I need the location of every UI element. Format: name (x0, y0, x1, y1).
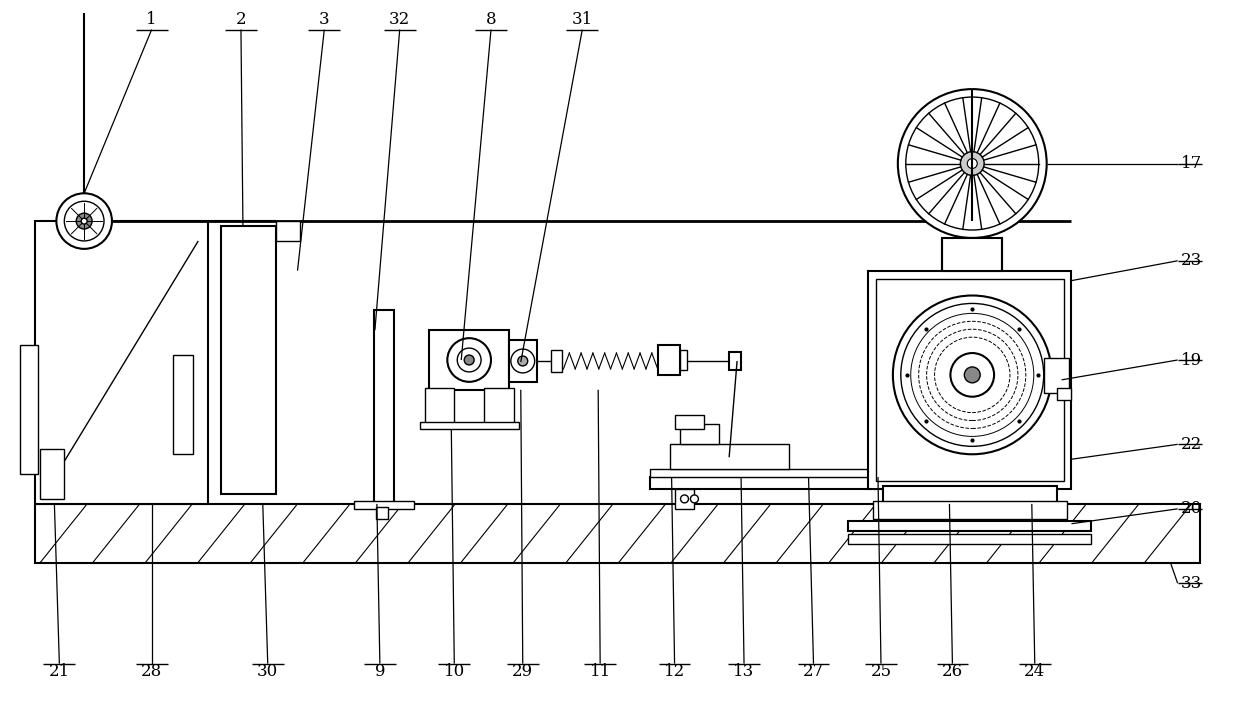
Bar (174, 355, 193, 454)
Text: 28: 28 (141, 662, 162, 680)
Circle shape (910, 313, 1034, 436)
Circle shape (458, 348, 481, 372)
Text: 23: 23 (1180, 252, 1202, 269)
Circle shape (518, 356, 528, 366)
Bar (875, 279, 1064, 481)
Circle shape (893, 295, 1052, 454)
Bar (848, 521, 1091, 531)
Text: 17: 17 (1180, 155, 1202, 172)
Text: 21: 21 (48, 662, 69, 680)
Circle shape (681, 495, 688, 503)
Text: 27: 27 (802, 662, 825, 680)
Circle shape (56, 193, 112, 249)
Bar (680, 350, 687, 370)
Text: 3: 3 (319, 11, 330, 27)
Text: 26: 26 (942, 662, 963, 680)
Circle shape (691, 495, 698, 503)
Bar (675, 489, 694, 509)
Text: 33: 33 (1180, 575, 1202, 592)
Text: 2: 2 (236, 11, 247, 27)
Bar (35, 504, 1200, 564)
Bar (848, 534, 1091, 544)
Text: 29: 29 (512, 662, 533, 680)
Text: 31: 31 (572, 11, 593, 27)
Circle shape (905, 97, 1039, 230)
Bar (508, 340, 537, 382)
Bar (1044, 358, 1069, 392)
Text: 24: 24 (1024, 662, 1045, 680)
Bar (868, 271, 1071, 489)
Text: 11: 11 (589, 662, 611, 680)
Bar (275, 221, 300, 241)
Text: 9: 9 (374, 662, 386, 680)
Bar (376, 507, 388, 519)
Text: 30: 30 (257, 662, 278, 680)
Bar (670, 444, 789, 469)
Bar (40, 449, 64, 499)
Circle shape (64, 201, 104, 241)
Circle shape (926, 329, 1018, 420)
Bar (484, 388, 513, 425)
Bar (221, 226, 275, 494)
Bar (429, 330, 508, 390)
Bar (729, 352, 742, 370)
Circle shape (448, 338, 491, 382)
Bar (35, 221, 208, 504)
Text: 10: 10 (444, 662, 465, 680)
Text: 22: 22 (1180, 436, 1202, 453)
Text: 32: 32 (389, 11, 410, 27)
Bar (424, 388, 454, 425)
Text: 1: 1 (146, 11, 157, 27)
Circle shape (464, 355, 474, 365)
Bar (650, 469, 937, 477)
Bar (1056, 388, 1071, 400)
Bar (883, 486, 1056, 504)
Circle shape (935, 337, 1009, 413)
Bar (873, 501, 1066, 519)
Bar (650, 477, 937, 489)
Bar (419, 421, 518, 429)
Bar (551, 350, 563, 372)
Bar (20, 345, 37, 474)
Text: 13: 13 (733, 662, 755, 680)
Circle shape (76, 213, 92, 229)
Circle shape (898, 89, 1047, 238)
Bar (355, 501, 414, 509)
Text: 8: 8 (486, 11, 496, 27)
Circle shape (81, 218, 87, 224)
Circle shape (511, 349, 534, 373)
Circle shape (960, 152, 985, 176)
Text: 19: 19 (1180, 351, 1202, 369)
Text: 12: 12 (663, 662, 686, 680)
Text: 20: 20 (1180, 500, 1202, 518)
Bar (680, 425, 719, 444)
Circle shape (950, 353, 994, 397)
Circle shape (965, 367, 980, 383)
Bar (657, 345, 680, 375)
Text: 25: 25 (870, 662, 892, 680)
Circle shape (919, 321, 1025, 428)
Bar (374, 310, 394, 504)
Circle shape (900, 303, 1044, 446)
Bar (942, 238, 1002, 271)
Circle shape (967, 158, 977, 168)
Bar (675, 415, 704, 429)
